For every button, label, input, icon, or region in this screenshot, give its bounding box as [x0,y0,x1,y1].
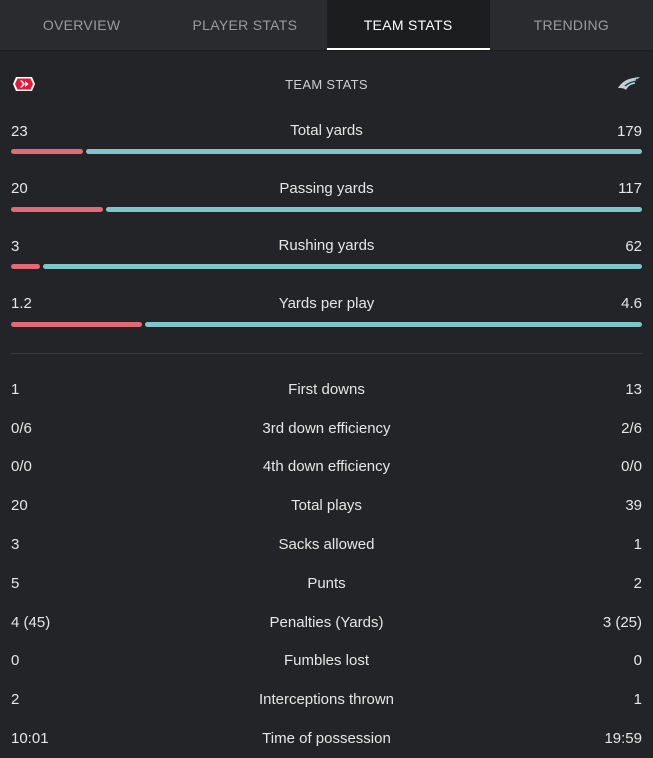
stat-row: 5 Punts 2 [11,564,642,603]
home-value: 1 [11,380,20,398]
stat-row: 0/6 3rd down efficiency 2/6 [11,409,642,448]
comparison-bar [11,206,642,212]
stat-row: 3 Sacks allowed 1 [11,525,642,564]
divider [11,353,642,354]
tab-team-stats[interactable]: TEAM STATS [326,0,491,50]
home-value: 10:01 [11,730,49,748]
home-value: 0/6 [11,419,32,437]
away-bar [43,264,642,269]
stat-row: 0 Fumbles lost 0 [11,642,642,681]
stat-label: Interceptions thrown [258,691,395,709]
away-value: 2/6 [621,419,642,437]
stat-label: Total plays [291,497,362,515]
away-value: 62 [625,237,642,255]
home-value: 0 [11,652,20,670]
bar-stat-row: 20 Passing yards 117 [11,174,642,232]
stat-label: Total yards [290,122,363,139]
comparison-bar [11,264,642,269]
bar-stats: 23 Total yards 179 20 Passing yards 117 … [11,116,642,346]
stat-row: 1 First downs 13 [11,370,642,409]
away-bar [144,321,642,327]
home-bar [11,321,142,327]
stat-label: First downs [288,380,365,398]
away-value: 3 (25) [602,613,642,631]
away-value: 179 [616,122,642,140]
stat-row: 20 Total plays 39 [11,486,642,525]
away-value: 13 [625,380,642,398]
stat-row: 2 Interceptions thrown 1 [11,680,642,719]
eagles-logo-icon [616,74,642,94]
tab-overview[interactable]: OVERVIEW [42,17,121,33]
bar-stat-row: 23 Total yards 179 [11,116,642,174]
home-bar [11,149,83,154]
home-value: 4 (45) [11,613,51,631]
stat-label: 4th down efficiency [262,458,391,476]
tab-trending[interactable]: TRENDING [533,17,610,33]
chiefs-logo-icon [11,74,37,94]
away-value: 19:59 [604,730,642,748]
away-bar [85,149,642,154]
stats-table: 1 First downs 13 0/6 3rd down efficiency… [11,370,642,758]
away-value: 4.6 [621,295,642,312]
away-value: 0/0 [621,458,642,476]
away-value: 1 [633,536,642,554]
home-value: 20 [11,180,28,197]
stat-label: 3rd down efficiency [262,419,391,437]
away-value: 2 [633,574,642,592]
team-stats-panel: TEAM STATS 23 Total yards 179 20 Passing… [0,52,653,758]
home-value: 23 [11,122,28,140]
away-value: 0 [633,652,642,670]
home-value: 0/0 [11,458,32,476]
home-value: 20 [11,497,28,515]
comparison-bar [11,321,642,327]
tab-bar: OVERVIEW PLAYER STATS TEAM STATS TRENDIN… [0,0,653,51]
home-bar [11,206,104,212]
home-value: 1.2 [11,295,32,312]
away-value: 117 [618,180,642,197]
bar-stat-row: 1.2 Yards per play 4.6 [11,289,642,347]
stat-label: Punts [307,574,346,592]
home-value: 2 [11,691,20,709]
away-value: 39 [625,497,642,515]
stats-header: TEAM STATS [11,52,642,116]
stat-row: 4 (45) Penalties (Yards) 3 (25) [11,603,642,642]
stat-row: 10:01 Time of possession 19:59 [11,719,642,758]
stat-label: Time of possession [262,730,391,748]
home-bar [11,264,41,269]
bar-stat-row: 3 Rushing yards 62 [11,231,642,289]
stat-label: Sacks allowed [278,536,375,554]
stat-label: Penalties (Yards) [269,613,384,631]
stat-label: Passing yards [279,179,374,197]
stat-row: 0/0 4th down efficiency 0/0 [11,448,642,487]
stat-label: Rushing yards [278,237,375,254]
panel-title: TEAM STATS [285,76,368,92]
stat-label: Fumbles lost [283,652,370,670]
tab-player-stats[interactable]: PLAYER STATS [192,17,298,33]
stat-label: Yards per play [278,294,375,312]
away-value: 1 [633,691,642,709]
home-value: 3 [11,237,20,255]
home-value: 5 [11,574,20,592]
comparison-bar [11,149,642,154]
home-value: 3 [11,536,20,554]
away-bar [106,206,642,212]
